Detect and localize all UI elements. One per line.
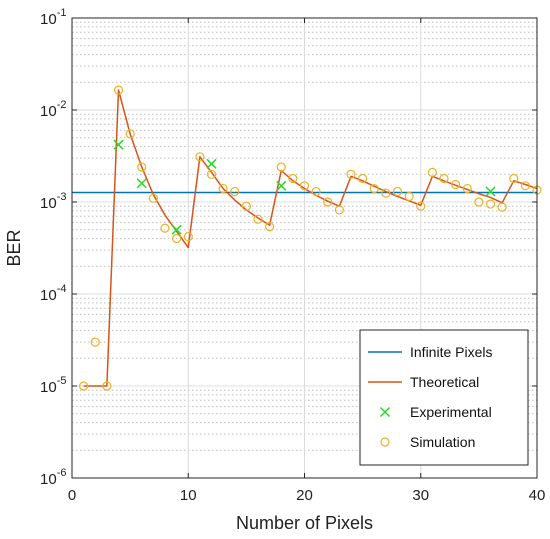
x-tick-label: 30 (412, 487, 429, 504)
y-tick-base: 10 (40, 471, 57, 488)
data-point (276, 162, 286, 172)
x-marker-stroke (113, 139, 124, 150)
data-point (276, 180, 287, 191)
data-point (113, 85, 124, 95)
y-tick-exponent: -6 (57, 467, 67, 479)
y-tick-label: 10-6 (40, 467, 66, 488)
legend: Infinite Pixels Theoretical Experimental Si… (359, 329, 529, 466)
data-point (90, 337, 100, 347)
series-theoretical (83, 89, 538, 387)
legend-label: Theoretical (410, 374, 479, 390)
data-point (439, 173, 449, 184)
data-point (171, 224, 182, 235)
data-point (102, 381, 112, 391)
data-point (148, 193, 158, 203)
data-point (183, 232, 193, 242)
data-point (485, 199, 496, 209)
data-point (416, 201, 426, 211)
data-point (172, 234, 182, 244)
y-tick-base: 10 (40, 195, 57, 212)
data-point (299, 181, 310, 191)
data-point (195, 152, 205, 162)
y-tick-exponent: -2 (57, 99, 67, 111)
series-simulation (79, 85, 542, 391)
y-tick-label: 10-3 (40, 191, 66, 212)
data-point (485, 186, 496, 197)
y-tick-label: 10-2 (40, 99, 66, 120)
y-tick-exponent: -3 (57, 191, 67, 203)
data-point (358, 173, 368, 184)
x-marker-stroke (136, 178, 147, 189)
y-tick-label: 10-1 (40, 7, 66, 28)
data-point (497, 202, 507, 212)
legend-item: Simulation (380, 434, 475, 450)
data-point (509, 173, 519, 184)
x-axis-label: Number of Pixels (236, 513, 373, 533)
data-point (369, 183, 379, 194)
x-tick-label: 0 (68, 487, 76, 504)
data-point (137, 162, 147, 172)
y-tick-label: 10-4 (40, 283, 66, 304)
legend-swatch (379, 406, 391, 418)
y-tick-base: 10 (40, 11, 57, 28)
x-marker-stroke (206, 158, 217, 169)
x-marker-stroke (171, 224, 182, 235)
x-tick-label: 10 (180, 487, 197, 504)
legend-item: Theoretical (368, 374, 479, 390)
data-point (113, 139, 124, 150)
data-point (136, 178, 147, 189)
data-point (520, 181, 530, 191)
y-tick-exponent: -5 (57, 375, 67, 387)
data-point (381, 188, 391, 198)
data-point (125, 129, 135, 139)
y-tick-base: 10 (40, 287, 57, 304)
data-point (346, 169, 356, 179)
legend-swatch (380, 437, 390, 447)
data-point (218, 183, 228, 194)
x-axis-ticks: 0 10 20 30 40 (68, 18, 546, 504)
x-tick-label: 20 (296, 487, 313, 504)
legend-label: Simulation (410, 434, 475, 450)
legend-label: Experimental (410, 404, 492, 420)
series-layer (72, 85, 542, 391)
y-tick-exponent: -4 (57, 283, 67, 295)
data-point (474, 197, 484, 207)
y-axis-label: BER (4, 229, 24, 266)
data-point (160, 223, 170, 233)
data-point (392, 186, 403, 197)
series-experimental (113, 139, 496, 235)
data-point (206, 169, 217, 179)
x-marker-stroke (276, 180, 287, 191)
data-point (79, 381, 89, 391)
data-point (451, 179, 461, 190)
x-marker-stroke (485, 186, 496, 197)
y-tick-label: 10-5 (40, 375, 66, 396)
data-point (311, 186, 321, 197)
x-tick-label: 40 (529, 487, 546, 504)
data-point (334, 205, 344, 215)
data-point (230, 186, 240, 197)
series-line (83, 89, 538, 387)
data-point (253, 214, 263, 224)
data-point (323, 197, 333, 207)
data-point (206, 158, 217, 169)
legend-item: Infinite Pixels (368, 344, 492, 360)
y-tick-base: 10 (40, 103, 57, 120)
data-point (241, 201, 251, 211)
legend-item: Experimental (379, 404, 492, 420)
data-point (404, 191, 414, 202)
y-tick-base: 10 (40, 379, 57, 396)
data-point (288, 173, 298, 184)
data-point (427, 167, 437, 177)
data-point (462, 183, 472, 194)
y-tick-exponent: -1 (57, 7, 67, 19)
legend-label: Infinite Pixels (410, 344, 492, 360)
data-point (265, 222, 275, 232)
y-axis-ticks: 10-610-510-410-310-210-1 (40, 7, 537, 488)
